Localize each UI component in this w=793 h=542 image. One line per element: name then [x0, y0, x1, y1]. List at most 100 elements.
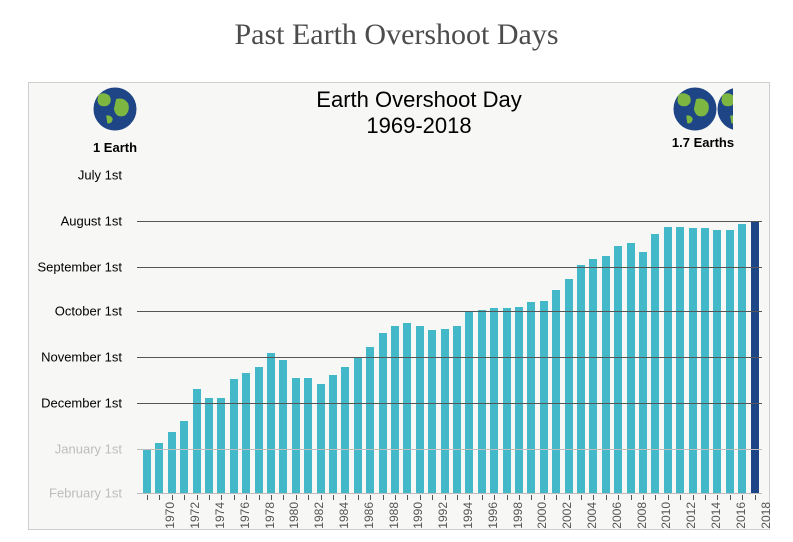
chart-bar	[230, 379, 238, 493]
chart-x-label: 2014	[709, 502, 723, 529]
chart-bar	[726, 230, 734, 493]
chart-x-label: 1978	[263, 502, 277, 529]
chart-x-label: 2008	[635, 502, 649, 529]
chart-title: Earth Overshoot Day 1969-2018	[195, 87, 643, 139]
chart-gridline	[137, 221, 762, 222]
chart-bar	[428, 330, 436, 493]
globe-icon	[717, 87, 732, 131]
chart-plot-area: July 1stAugust 1stSeptember 1stOctober 1…	[137, 175, 762, 493]
chart-x-label: 2004	[585, 502, 599, 529]
chart-bar	[354, 358, 362, 493]
chart-x-label: 2016	[734, 502, 748, 529]
chart-x-tick	[507, 495, 508, 500]
chart-x-tick	[271, 495, 272, 500]
chart-x-tick	[469, 495, 470, 500]
chart-y-label: January 1st	[22, 441, 122, 456]
chart-x-tick	[296, 495, 297, 500]
chart-x-tick	[383, 495, 384, 500]
chart-gridline	[137, 267, 762, 268]
chart-x-tick	[445, 495, 446, 500]
globe-icon	[93, 87, 137, 131]
chart-bar	[391, 326, 399, 493]
chart-x-tick	[333, 495, 334, 500]
earth-icon-group	[673, 87, 732, 131]
chart-bar	[602, 256, 610, 493]
chart-x-tick	[730, 495, 731, 500]
chart-gridline	[137, 311, 762, 312]
chart-bar	[279, 360, 287, 493]
chart-x-tick	[742, 495, 743, 500]
chart-bar	[478, 310, 486, 493]
chart-x-label: 1974	[213, 502, 227, 529]
chart-x-tick	[283, 495, 284, 500]
chart-x-label: 1990	[411, 502, 425, 529]
chart-x-label: 1988	[387, 502, 401, 529]
chart-x-tick	[221, 495, 222, 500]
page-root: Past Earth Overshoot Days 1 Earth Earth …	[0, 0, 793, 542]
chart-x-label: 2002	[560, 502, 574, 529]
chart-x-tick	[618, 495, 619, 500]
chart-bar	[503, 308, 511, 493]
chart-bar	[416, 326, 424, 493]
chart-x-tick	[407, 495, 408, 500]
chart-x-label: 1986	[362, 502, 376, 529]
chart-x-tick	[482, 495, 483, 500]
chart-bar	[403, 323, 411, 493]
chart-x-tick	[705, 495, 706, 500]
chart-x-tick	[395, 495, 396, 500]
chart-x-tick	[655, 495, 656, 500]
earth-badge-left: 1 Earth	[35, 87, 195, 155]
chart-bar	[490, 308, 498, 493]
chart-x-tick	[519, 495, 520, 500]
chart-bar	[143, 449, 151, 493]
chart-x-label: 1992	[436, 502, 450, 529]
chart-x-tick	[147, 495, 148, 500]
chart-bar	[614, 246, 622, 493]
chart-x-tick	[606, 495, 607, 500]
chart-bar	[689, 228, 697, 493]
chart-x-tick	[593, 495, 594, 500]
chart-bar	[341, 367, 349, 493]
chart-title-line2: 1969-2018	[195, 113, 643, 139]
chart-x-label: 1976	[238, 502, 252, 529]
chart-bar	[527, 302, 535, 493]
chart-bar	[738, 224, 746, 493]
chart-panel: 1 Earth Earth Overshoot Day 1969-2018	[28, 82, 770, 530]
chart-bar	[540, 301, 548, 493]
chart-x-label: 2010	[659, 502, 673, 529]
chart-x-tick	[556, 495, 557, 500]
chart-bar	[639, 252, 647, 493]
chart-x-tick	[755, 495, 756, 500]
chart-x-tick	[159, 495, 160, 500]
chart-x-label: 1970	[163, 502, 177, 529]
chart-x-tick	[370, 495, 371, 500]
earth-badge-right: 1.7 Earths	[643, 87, 763, 150]
chart-x-tick	[172, 495, 173, 500]
chart-bar	[317, 384, 325, 493]
chart-bar	[651, 234, 659, 493]
chart-bar	[217, 398, 225, 493]
chart-x-label: 1998	[511, 502, 525, 529]
chart-x-tick	[345, 495, 346, 500]
chart-x-tick	[494, 495, 495, 500]
chart-x-label: 1982	[312, 502, 326, 529]
chart-x-tick	[569, 495, 570, 500]
chart-x-tick	[184, 495, 185, 500]
chart-x-label: 2018	[759, 502, 773, 529]
chart-gridline	[137, 493, 762, 494]
chart-x-tick	[680, 495, 681, 500]
chart-y-label: August 1st	[22, 213, 122, 228]
earth-icon	[93, 87, 137, 136]
chart-y-label: September 1st	[22, 259, 122, 274]
page-title: Past Earth Overshoot Days	[0, 0, 793, 62]
chart-y-label: December 1st	[22, 395, 122, 410]
chart-bar	[713, 230, 721, 493]
chart-bar	[453, 326, 461, 493]
chart-bar	[242, 373, 250, 493]
chart-bar	[701, 228, 709, 493]
chart-x-tick	[717, 495, 718, 500]
chart-x-label: 1996	[486, 502, 500, 529]
chart-bar	[180, 421, 188, 493]
chart-x-tick	[457, 495, 458, 500]
chart-bar	[168, 432, 176, 493]
